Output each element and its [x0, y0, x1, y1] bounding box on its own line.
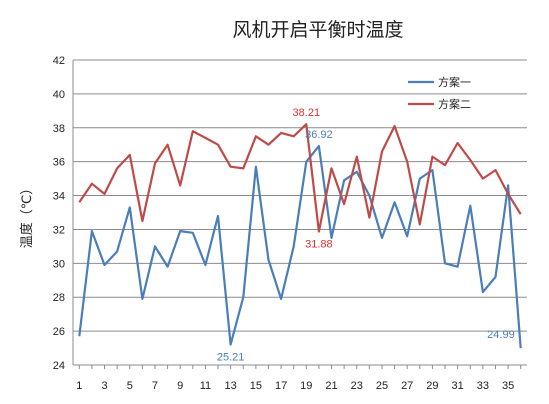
- axes: [72, 60, 527, 369]
- x-tick-17: 17: [275, 380, 287, 392]
- chart-title: 风机开启平衡时温度: [232, 19, 403, 41]
- x-tick-27: 27: [401, 380, 413, 392]
- y-tick-32: 32: [53, 224, 65, 236]
- y-tick-30: 30: [53, 258, 65, 270]
- data-label-31.88: 31.88: [305, 238, 333, 250]
- y-tick-38: 38: [53, 123, 65, 135]
- x-tick-25: 25: [376, 380, 388, 392]
- y-tick-40: 40: [53, 89, 65, 101]
- y-tick-labels: 24 26 28 30 32 34 36 38 40 42: [53, 55, 65, 372]
- y-axis-label: 温度（℃）: [19, 182, 35, 249]
- x-tick-1: 1: [76, 380, 82, 392]
- x-tick-19: 19: [300, 380, 312, 392]
- y-tick-24: 24: [53, 360, 65, 372]
- data-label-25.21: 25.21: [217, 351, 245, 363]
- legend-label-1: 方案一: [438, 75, 471, 89]
- y-tick-26: 26: [53, 326, 65, 338]
- x-tick-11: 11: [200, 380, 211, 392]
- x-tick-labels: 1 3 5 7 9 11 13 15 17 19 21 23 25 27 29 31 33 35: [76, 380, 514, 392]
- x-tick-3: 3: [101, 380, 107, 392]
- x-tick-31: 31: [452, 380, 464, 392]
- x-tick-23: 23: [351, 380, 363, 392]
- data-label-36.92: 36.92: [305, 129, 333, 141]
- series-line-1: [78, 145, 522, 349]
- data-labels: 38.21 36.92 31.88 25.21 24.99: [217, 107, 515, 363]
- x-tick-29: 29: [426, 380, 438, 392]
- series-lines: [78, 123, 522, 349]
- x-tick-7: 7: [152, 380, 158, 392]
- x-tick-5: 5: [127, 380, 133, 392]
- x-tick-21: 21: [325, 380, 337, 392]
- legend-label-2: 方案二: [438, 97, 471, 111]
- y-tick-34: 34: [53, 191, 65, 203]
- series-line-2: [78, 123, 522, 233]
- x-tick-9: 9: [177, 380, 183, 392]
- data-label-38.21: 38.21: [293, 107, 321, 119]
- data-label-24.99: 24.99: [487, 329, 515, 341]
- x-tick-15: 15: [250, 380, 262, 392]
- x-tick-35: 35: [502, 380, 514, 392]
- x-tick-33: 33: [477, 380, 489, 392]
- y-tick-42: 42: [53, 55, 65, 67]
- y-tick-36: 36: [53, 157, 65, 169]
- x-tick-13: 13: [225, 380, 237, 392]
- y-tick-28: 28: [53, 292, 65, 304]
